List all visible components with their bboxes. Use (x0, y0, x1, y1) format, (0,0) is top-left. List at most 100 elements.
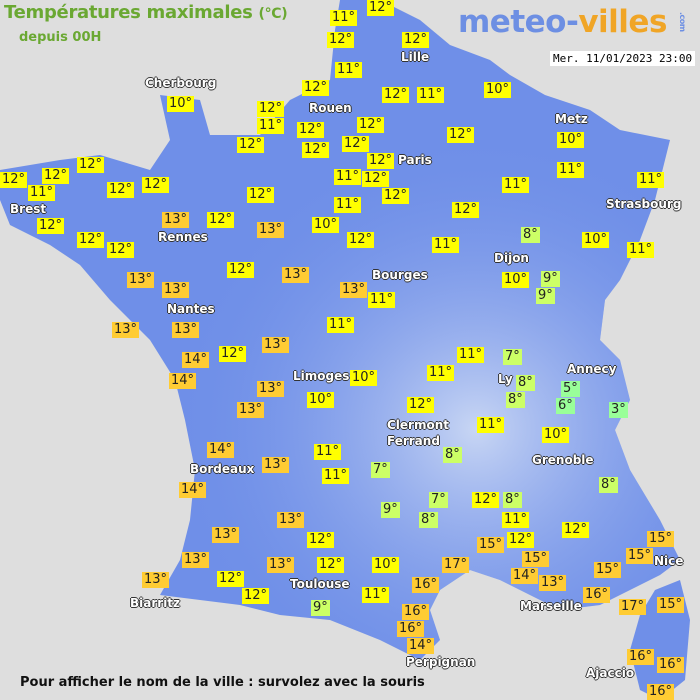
temperature-label[interactable]: 11° (314, 444, 342, 460)
temperature-label[interactable]: 12° (452, 202, 480, 218)
temperature-label[interactable]: 15° (522, 551, 550, 567)
temperature-label[interactable]: 12° (472, 492, 500, 508)
temperature-label[interactable]: 12° (367, 153, 395, 169)
temperature-label[interactable]: 13° (127, 272, 155, 288)
temperature-label[interactable]: 10° (372, 557, 400, 573)
temperature-label[interactable]: 13° (172, 322, 200, 338)
temperature-label[interactable]: 11° (477, 417, 505, 433)
temperature-label[interactable]: 12° (237, 137, 265, 153)
temperature-label[interactable]: 12° (407, 397, 435, 413)
temperature-label[interactable]: 14° (511, 568, 539, 584)
temperature-label[interactable]: 16° (627, 649, 655, 665)
temperature-label[interactable]: 13° (237, 402, 265, 418)
temperature-label[interactable]: 12° (37, 218, 65, 234)
temperature-label[interactable]: 12° (342, 136, 370, 152)
temperature-label[interactable]: 16° (583, 587, 611, 603)
temperature-label[interactable]: 10° (350, 370, 378, 386)
temperature-label[interactable]: 7° (371, 462, 390, 478)
temperature-label[interactable]: 11° (334, 169, 362, 185)
temperature-label[interactable]: 13° (212, 527, 240, 543)
temperature-label[interactable]: 13° (162, 282, 190, 298)
temperature-label[interactable]: 12° (507, 532, 535, 548)
temperature-label[interactable]: 13° (262, 457, 290, 473)
temperature-label[interactable]: 12° (562, 522, 590, 538)
temperature-label[interactable]: 11° (334, 197, 362, 213)
temperature-label[interactable]: 12° (382, 87, 410, 103)
temperature-label[interactable]: 11° (557, 162, 585, 178)
temperature-label[interactable]: 8° (516, 375, 535, 391)
temperature-label[interactable]: 5° (561, 381, 580, 397)
temperature-label[interactable]: 16° (397, 621, 425, 637)
temperature-label[interactable]: 11° (637, 172, 665, 188)
temperature-label[interactable]: 10° (312, 217, 340, 233)
temperature-label[interactable]: 7° (503, 349, 522, 365)
temperature-label[interactable]: 12° (317, 557, 345, 573)
temperature-label[interactable]: 11° (322, 468, 350, 484)
temperature-label[interactable]: 11° (417, 87, 445, 103)
temperature-label[interactable]: 12° (257, 101, 285, 117)
temperature-label[interactable]: 12° (77, 232, 105, 248)
temperature-label[interactable]: 11° (427, 365, 455, 381)
temperature-label[interactable]: 12° (42, 168, 70, 184)
temperature-label[interactable]: 10° (582, 232, 610, 248)
temperature-label[interactable]: 12° (302, 80, 330, 96)
temperature-label[interactable]: 15° (626, 548, 654, 564)
temperature-label[interactable]: 10° (542, 427, 570, 443)
temperature-label[interactable]: 12° (297, 122, 325, 138)
temperature-label[interactable]: 15° (594, 562, 622, 578)
temperature-label[interactable]: 9° (536, 288, 555, 304)
temperature-label[interactable]: 13° (267, 557, 295, 573)
temperature-label[interactable]: 17° (619, 599, 647, 615)
temperature-label[interactable]: 11° (432, 237, 460, 253)
temperature-label[interactable]: 12° (242, 588, 270, 604)
temperature-label[interactable]: 9° (381, 502, 400, 518)
temperature-label[interactable]: 6° (556, 398, 575, 414)
temperature-label[interactable]: 8° (521, 227, 540, 243)
temperature-label[interactable]: 16° (402, 604, 430, 620)
temperature-label[interactable]: 3° (609, 402, 628, 418)
temperature-label[interactable]: 9° (311, 600, 330, 616)
temperature-label[interactable]: 11° (327, 317, 355, 333)
temperature-label[interactable]: 10° (307, 392, 335, 408)
temperature-label[interactable]: 8° (599, 477, 618, 493)
temperature-label[interactable]: 12° (447, 127, 475, 143)
temperature-label[interactable]: 13° (162, 212, 190, 228)
temperature-label[interactable]: 7° (429, 492, 448, 508)
temperature-label[interactable]: 13° (142, 572, 170, 588)
temperature-label[interactable]: 12° (367, 0, 395, 16)
temperature-label[interactable]: 11° (502, 512, 530, 528)
temperature-label[interactable]: 11° (627, 242, 655, 258)
temperature-label[interactable]: 13° (257, 222, 285, 238)
temperature-label[interactable]: 10° (167, 96, 195, 112)
temperature-label[interactable]: 12° (107, 242, 135, 258)
temperature-label[interactable]: 12° (107, 182, 135, 198)
temperature-label[interactable]: 13° (262, 337, 290, 353)
temperature-label[interactable]: 17° (442, 557, 470, 573)
temperature-label[interactable]: 8° (443, 447, 462, 463)
temperature-label[interactable]: 12° (347, 232, 375, 248)
temperature-label[interactable]: 11° (257, 118, 285, 134)
temperature-label[interactable]: 11° (335, 62, 363, 78)
temperature-label[interactable]: 11° (28, 185, 56, 201)
temperature-label[interactable]: 12° (0, 172, 28, 188)
temperature-label[interactable]: 12° (219, 346, 247, 362)
temperature-label[interactable]: 12° (247, 187, 275, 203)
meteo-villes-logo[interactable]: meteo-villes .com (458, 4, 687, 40)
temperature-label[interactable]: 10° (484, 82, 512, 98)
temperature-label[interactable]: 10° (557, 132, 585, 148)
temperature-label[interactable]: 8° (503, 492, 522, 508)
temperature-label[interactable]: 14° (407, 638, 435, 654)
temperature-label[interactable]: 16° (412, 577, 440, 593)
temperature-label[interactable]: 12° (207, 212, 235, 228)
temperature-label[interactable]: 11° (457, 347, 485, 363)
temperature-label[interactable]: 8° (506, 392, 525, 408)
temperature-label[interactable]: 12° (307, 532, 335, 548)
temperature-label[interactable]: 12° (227, 262, 255, 278)
temperature-label[interactable]: 15° (477, 537, 505, 553)
temperature-label[interactable]: 12° (357, 117, 385, 133)
temperature-label[interactable]: 16° (657, 657, 685, 673)
temperature-label[interactable]: 12° (327, 32, 355, 48)
temperature-label[interactable]: 12° (217, 571, 245, 587)
temperature-label[interactable]: 15° (647, 531, 675, 547)
temperature-label[interactable]: 14° (207, 442, 235, 458)
